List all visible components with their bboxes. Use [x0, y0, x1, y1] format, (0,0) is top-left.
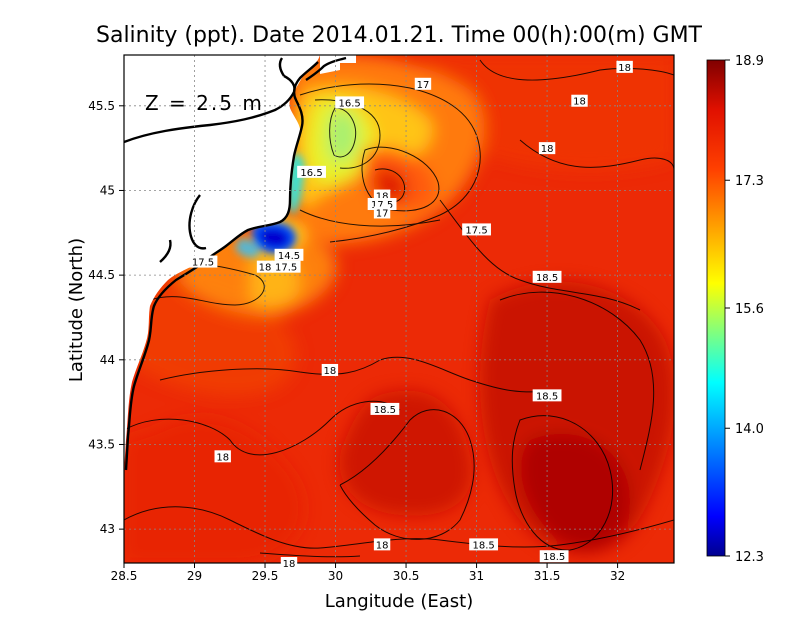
contour-labels: 17181816.51816.51817.51717.514.517.517.5… [188, 60, 633, 570]
contour-label: 18.5 [370, 402, 400, 416]
svg-text:17.5: 17.5 [465, 225, 487, 236]
colorbar-tick-label: 12.3 [735, 550, 764, 565]
contour-label: 18 [256, 260, 274, 274]
chart-title: Salinity (ppt). Date 2014.01.21. Time 00… [96, 23, 703, 48]
svg-text:18.5: 18.5 [374, 405, 396, 416]
contour-label: 18.5 [469, 538, 499, 551]
contour-label: 18 [616, 60, 633, 74]
y-tick-label: 43.5 [88, 437, 115, 451]
y-tick-label: 44 [100, 353, 115, 367]
x-tick-label: 31 [469, 569, 484, 583]
colorbar-tick-label: 15.6 [735, 302, 764, 317]
x-tick-label: 30.5 [393, 569, 420, 583]
contour-label: 18 [373, 538, 391, 551]
contour-label: 17.5 [271, 260, 301, 274]
x-tick-label: 29 [187, 569, 202, 583]
colorbar [706, 59, 726, 557]
contour-label: 17.5 [462, 223, 491, 236]
svg-text:17: 17 [376, 208, 389, 219]
svg-text:16.5: 16.5 [300, 168, 322, 179]
y-tick-label: 43 [100, 522, 115, 536]
colorbar-tick-label: 17.3 [735, 174, 764, 189]
contour-label: 14.5 [274, 248, 304, 262]
x-tick-label: 29.5 [252, 569, 279, 583]
depth-annotation: Z = 2.5 m [145, 91, 264, 115]
contour-label: 18.5 [539, 550, 569, 563]
svg-text:18: 18 [573, 97, 586, 108]
y-tick-label: 44.5 [88, 268, 115, 282]
svg-text:18: 18 [324, 366, 337, 377]
x-axis-ticks: 28.5 29 29.5 30 30.5 31 31.5 32 [111, 563, 625, 583]
svg-text:18: 18 [259, 263, 272, 274]
svg-text:17.5: 17.5 [275, 263, 297, 274]
colorbar-tick-label: 14.0 [735, 422, 764, 437]
x-tick-label: 28.5 [111, 569, 138, 583]
svg-text:18.5: 18.5 [543, 552, 565, 563]
y-tick-label: 45.5 [88, 99, 115, 113]
contour-label: 17.5 [188, 255, 218, 269]
contour-label: 18 [571, 94, 588, 108]
coastline [124, 56, 347, 471]
plot-frame [123, 54, 675, 564]
svg-text:18: 18 [216, 452, 229, 463]
land-mask [124, 55, 356, 470]
x-tick-label: 31.5 [534, 569, 561, 583]
contour-label: 18.5 [532, 270, 562, 284]
svg-text:18: 18 [376, 192, 389, 203]
contour-label: 18 [214, 450, 231, 463]
svg-text:14.5: 14.5 [278, 251, 300, 262]
contour-label: 16.5 [335, 96, 365, 109]
contour-label: 17 [414, 77, 432, 91]
colorbar-ticks: 12.3 14.0 15.6 17.3 18.9 [725, 54, 764, 565]
contour-label: 18 [280, 557, 298, 570]
svg-text:18.5: 18.5 [536, 273, 558, 284]
y-tick-label: 45 [100, 183, 115, 197]
grid-lines [124, 55, 674, 563]
contour-label: 18 [321, 363, 339, 377]
svg-text:18.5: 18.5 [472, 540, 494, 551]
x-tick-label: 32 [610, 569, 625, 583]
svg-text:18: 18 [541, 144, 554, 155]
x-tick-label: 30 [328, 569, 343, 583]
svg-text:17: 17 [417, 80, 430, 91]
x-axis-label: Langitude (East) [325, 591, 473, 612]
svg-text:16.5: 16.5 [339, 98, 361, 109]
contour-label: 18 [538, 142, 556, 155]
y-axis-ticks: 43 43.5 44 44.5 45 45.5 [88, 99, 124, 536]
contour-label: 17 [373, 206, 391, 219]
svg-text:18: 18 [618, 63, 631, 74]
svg-text:18.5: 18.5 [536, 391, 558, 402]
colorbar-tick-label: 18.9 [735, 54, 764, 69]
svg-text:17.5: 17.5 [192, 258, 214, 269]
svg-text:17.5: 17.5 [371, 200, 393, 211]
svg-text:18: 18 [376, 540, 389, 551]
svg-text:18: 18 [283, 559, 296, 570]
y-axis-label: Latitude (North) [66, 238, 87, 382]
contour-label: 18.5 [532, 389, 562, 402]
river-plume [235, 153, 305, 258]
plot-area [124, 55, 674, 563]
contour-label: 16.5 [297, 165, 326, 179]
